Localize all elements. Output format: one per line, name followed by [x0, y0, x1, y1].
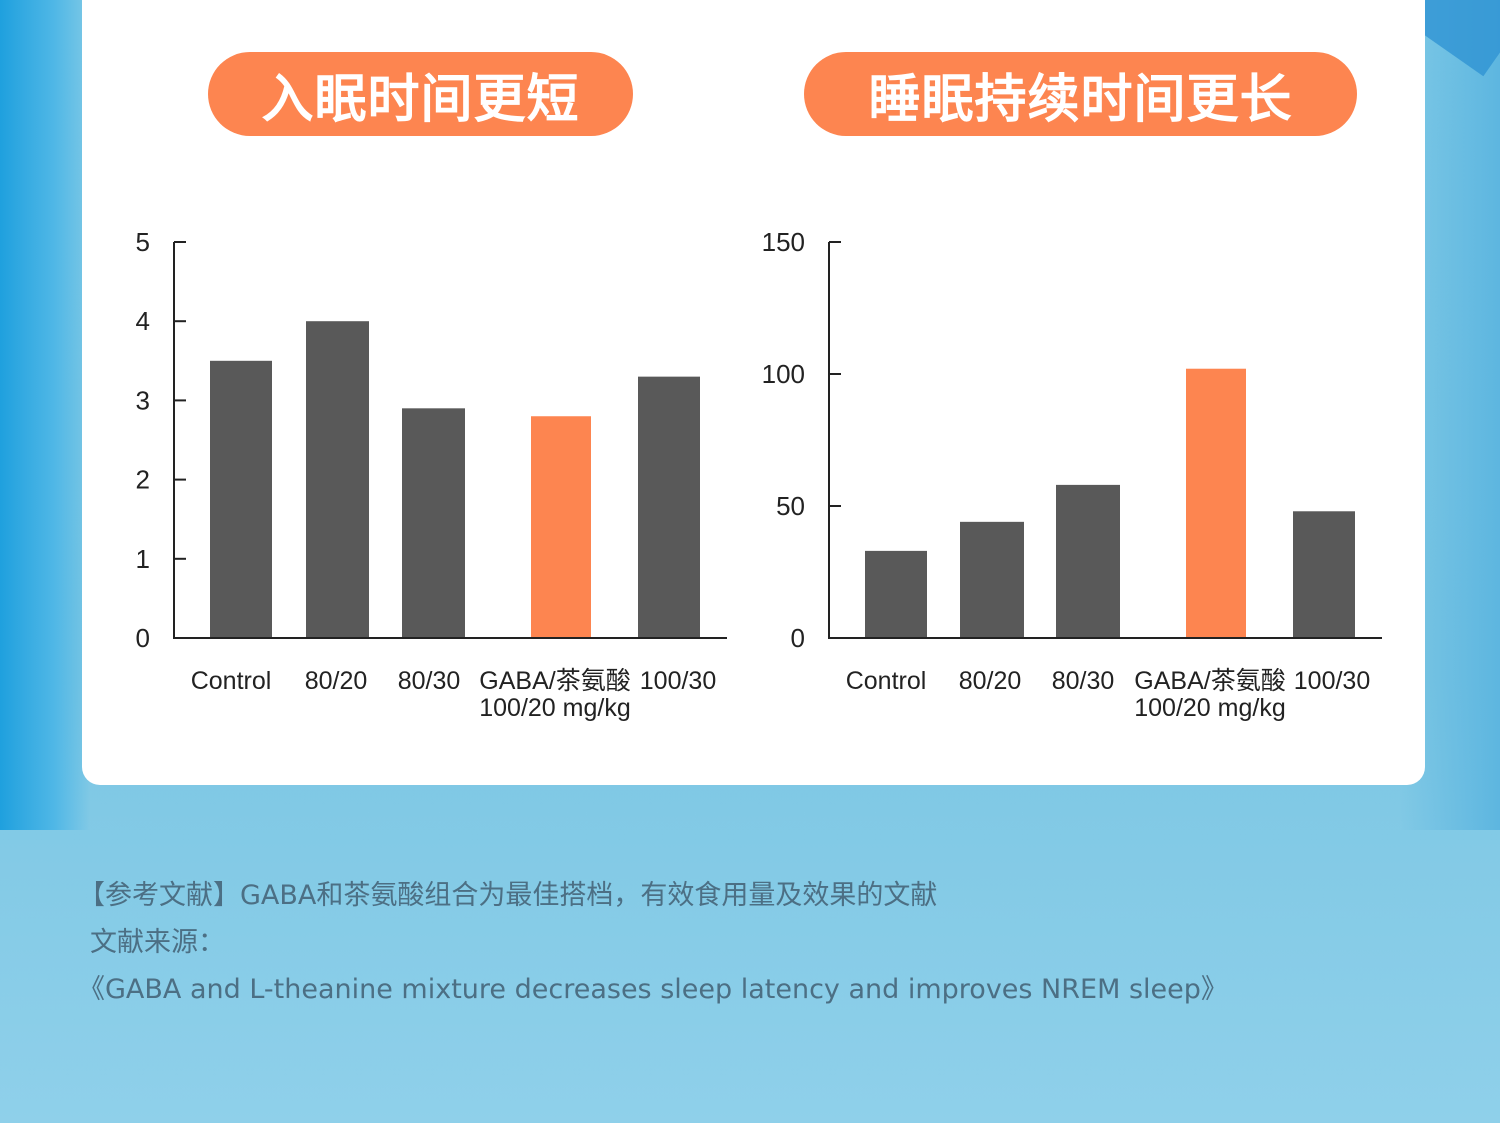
y-tick-label: 2: [136, 465, 150, 495]
chart-title-sleep-latency: 入眠时间更短: [208, 52, 633, 136]
bar-1: [306, 321, 369, 638]
bar-highlight-3: [1186, 368, 1246, 638]
reference-source-label: 文献来源：: [90, 927, 225, 958]
y-tick-label: 100: [762, 359, 805, 389]
y-tick-label: 3: [136, 385, 150, 415]
x-category-label: 80/20: [305, 667, 368, 695]
x-category-label: Control: [191, 667, 272, 695]
bar-2: [1056, 484, 1120, 638]
reference-heading: 【参考文献】GABA和茶氨酸组合为最佳搭档，有效食用量及效果的文献: [78, 880, 938, 911]
bar-4: [1293, 511, 1355, 638]
y-tick-label: 0: [791, 623, 805, 653]
x-category-label: 100/20 mg/kg: [479, 694, 631, 722]
background-edge-left: [0, 0, 90, 830]
y-tick-label: 0: [136, 623, 150, 653]
bar-1: [960, 521, 1024, 638]
references-section: 【参考文献】GABA和茶氨酸组合为最佳搭档，有效食用量及效果的文献 文献来源： …: [78, 872, 1228, 1013]
y-tick-label: 50: [776, 491, 805, 521]
x-category-label: 100/20 mg/kg: [1134, 694, 1286, 722]
x-category-label: 100/30: [1294, 667, 1370, 695]
chart-title-sleep-duration: 睡眠持续时间更长: [804, 52, 1357, 136]
y-tick-label: 150: [762, 227, 805, 257]
y-tick-label: 5: [136, 227, 150, 257]
y-tick-label: 1: [136, 544, 150, 574]
reference-paper-title: 《GABA and L-theanine mixture decreases s…: [78, 974, 1228, 1005]
x-category-label: 80/30: [1052, 667, 1115, 695]
bar-2: [402, 408, 465, 638]
bar-0: [865, 550, 927, 638]
x-category-label: Control: [846, 667, 927, 695]
bar-4: [638, 376, 700, 638]
bar-highlight-3: [531, 416, 591, 638]
bar-0: [210, 360, 272, 638]
x-category-label: 80/20: [959, 667, 1022, 695]
sleep-duration-bar-chart: 0 50 100 150 Control 80/20 80/30 GABA/茶氨酸100/20…: [762, 227, 1382, 722]
x-category-label: GABA/茶氨酸: [479, 667, 630, 695]
y-tick-label: 4: [136, 306, 150, 336]
x-category-label: GABA/茶氨酸: [1134, 667, 1285, 695]
x-category-label: 100/30: [640, 667, 716, 695]
x-category-label: 80/30: [398, 667, 461, 695]
